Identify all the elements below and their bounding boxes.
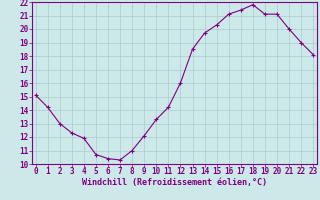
X-axis label: Windchill (Refroidissement éolien,°C): Windchill (Refroidissement éolien,°C)	[82, 178, 267, 187]
